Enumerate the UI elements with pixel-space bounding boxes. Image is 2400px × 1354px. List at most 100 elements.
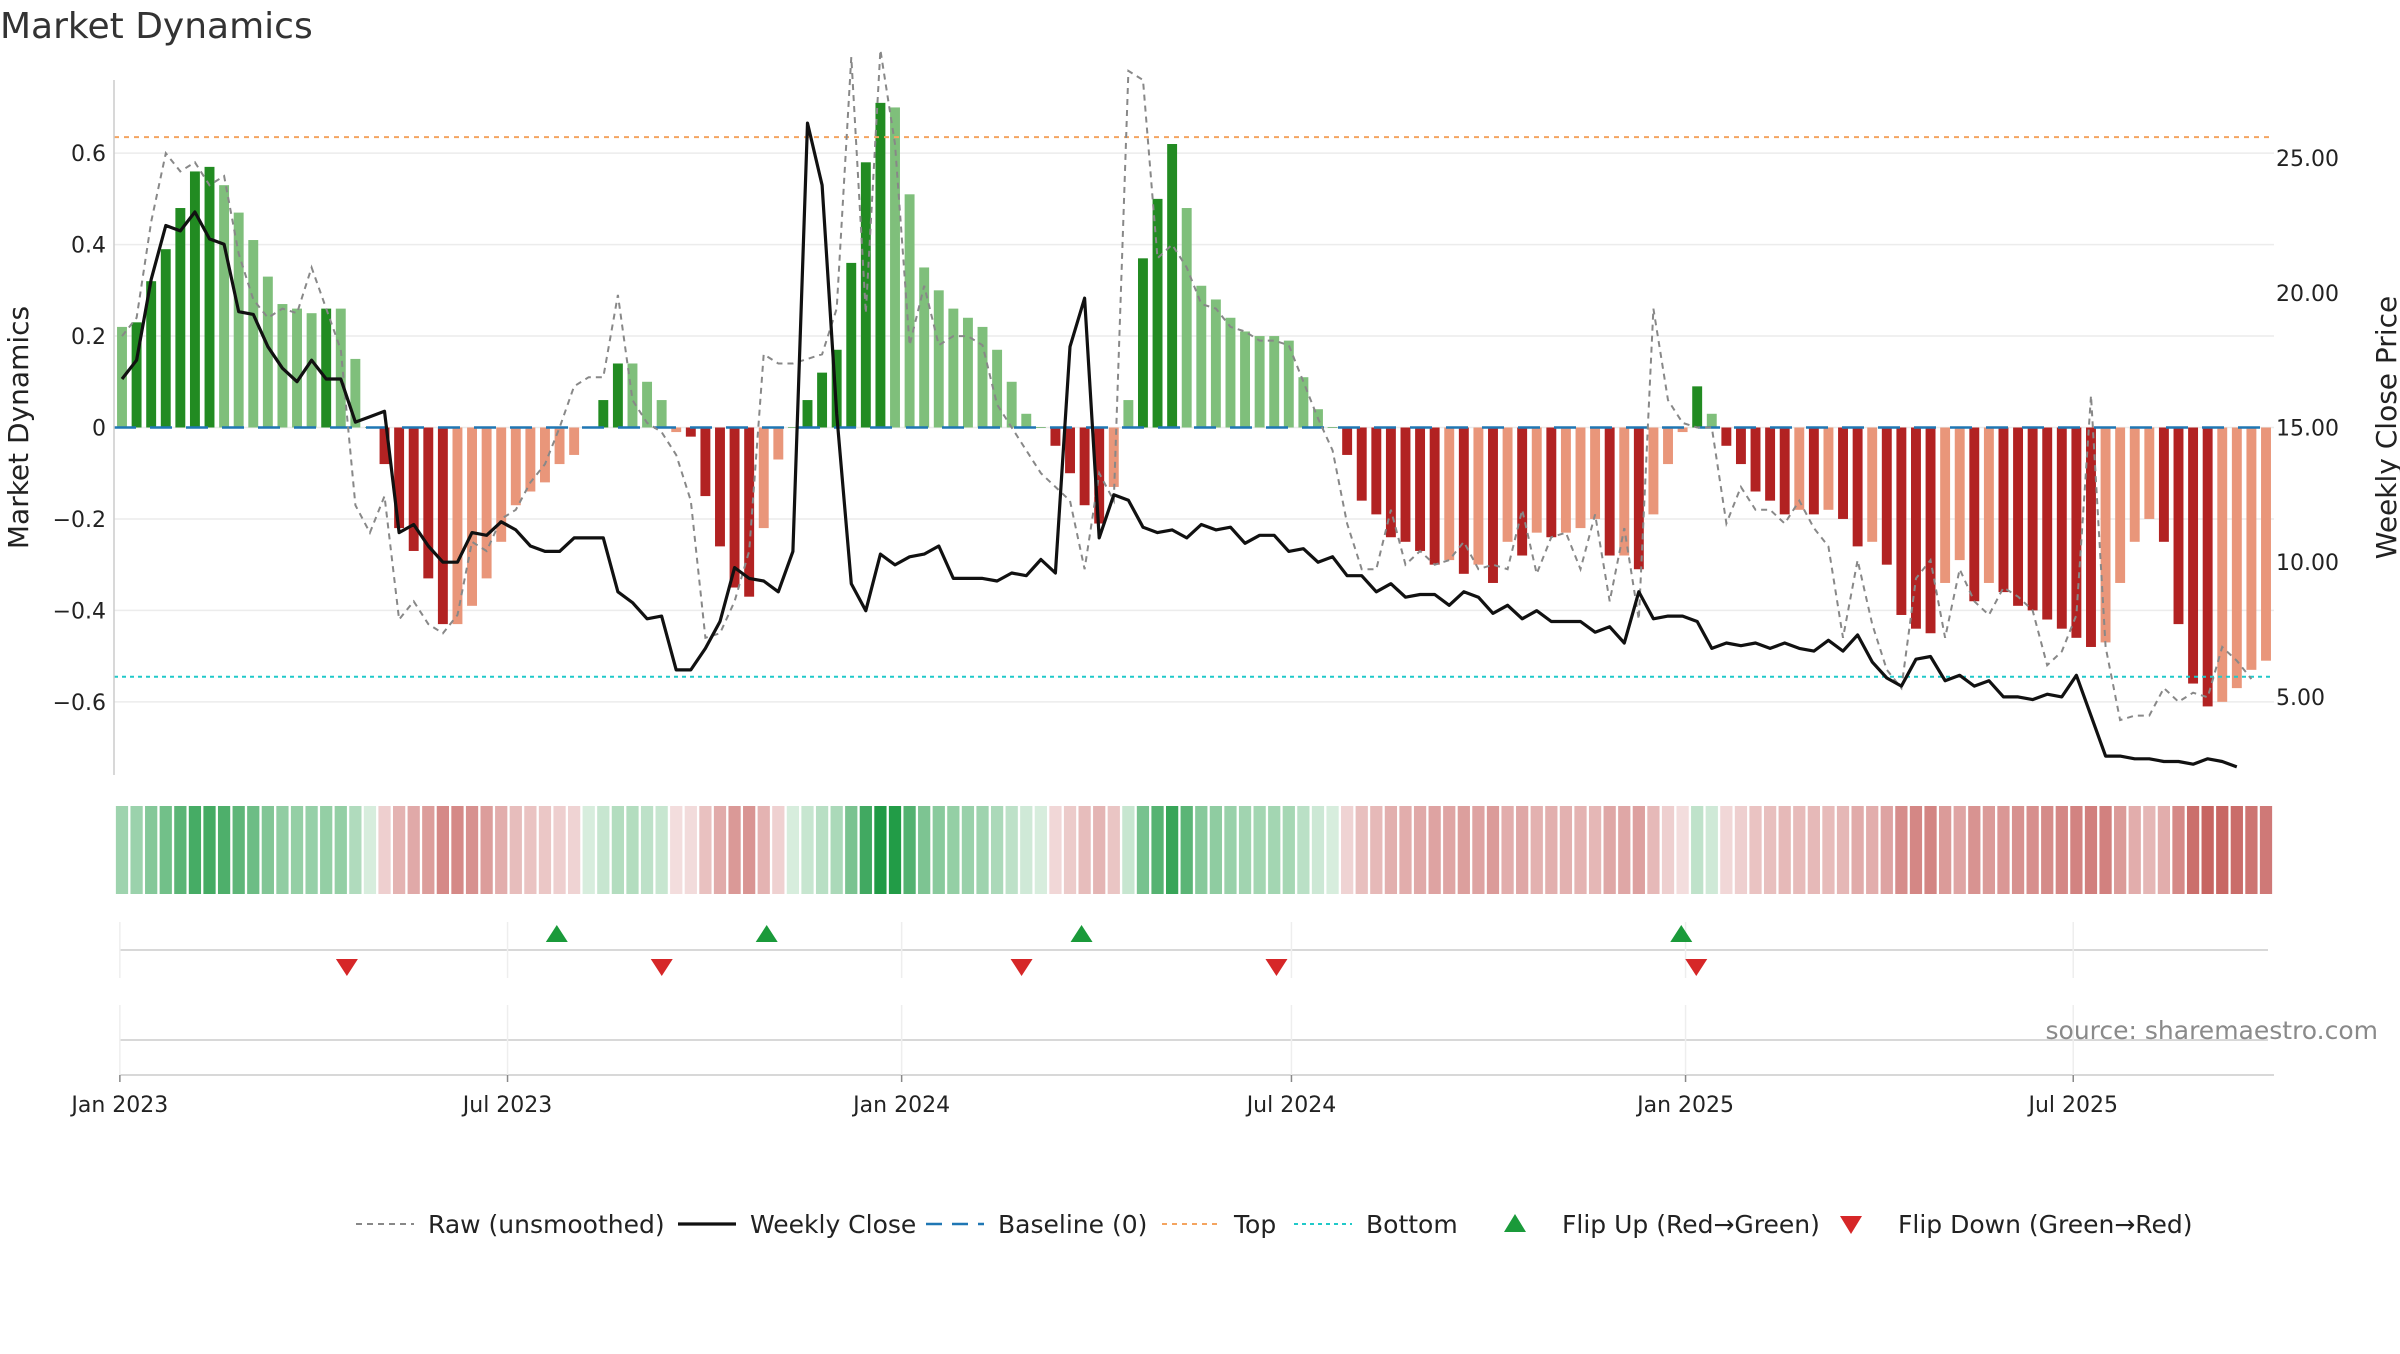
strip-cell [115,806,129,894]
dynamics-bar [1283,340,1294,428]
strip-cell [859,806,872,894]
strip-cell [1049,806,1062,894]
dynamics-bar [1035,427,1046,428]
y-left-tick-label: −0.6 [53,691,106,716]
strip-cell [1078,806,1091,894]
strip-cell [801,806,814,894]
strip-cell [684,806,697,894]
strip-cell [903,806,916,894]
dynamics-bar [1546,427,1557,538]
dynamics-bar [1925,427,1936,634]
strip-cell [407,806,420,894]
strip-cell [1428,806,1441,894]
legend-label: Bottom [1366,1210,1458,1239]
dynamics-bar [1094,427,1105,524]
strip-cell [976,806,989,894]
dynamics-bar [233,212,244,428]
legend-label: Baseline (0) [998,1210,1147,1239]
weekly-close-line [120,121,2238,769]
strip-cell [1734,806,1748,894]
strip-cell [2041,806,2054,894]
dynamics-bar [2158,427,2169,542]
x-tick-label: Jul 2025 [2026,1093,2118,1118]
flip-markers-panel [119,922,2274,1076]
dynamics-bar [1065,427,1075,474]
dynamics-bar [992,349,1003,428]
dynamics-bar [875,102,886,428]
dynamics-bar [262,276,273,428]
strip-cell [1603,806,1616,894]
strip-cell [845,806,858,894]
strip-cell [1224,806,1237,894]
source-label: source: sharemaestro.com [2046,1016,2379,1045]
strip-cell [1953,806,1966,894]
dynamics-bar [2188,427,2199,684]
strip-cell [640,806,654,894]
strip-cell [422,806,435,894]
strip-cell [743,806,756,894]
dynamics-bar [1196,285,1207,428]
strip-cell [538,806,552,894]
strip-cell [728,806,741,894]
strip-cell [1370,806,1383,894]
dynamics-bar [2129,427,2140,542]
dynamics-bar [1254,336,1265,428]
dynamics-bar [2261,427,2271,661]
strip-cell [1939,806,1952,894]
legend-label: Flip Down (Green→Red) [1898,1210,2193,1239]
dynamics-bar [2144,427,2155,519]
triangle-down-icon [1840,1216,1862,1234]
y-right-tick-label: 5.00 [2276,686,2325,711]
legend-item: Flip Down (Green→Red) [1840,1210,2193,1239]
strip-cell [888,806,902,894]
dynamics-bar [292,308,302,428]
strip-cell [1720,806,1733,894]
dynamics-bar [2027,427,2038,611]
dynamics-bar [2173,427,2184,625]
strip-cell [145,806,158,894]
dynamics-bar [321,308,332,428]
dynamics-bar [1721,427,1732,446]
strip-cell [655,806,668,894]
y-right-tick-label: 10.00 [2276,551,2339,576]
strip-cell [1968,806,1981,894]
strip-cell [2172,806,2185,894]
strip-cell [436,806,449,894]
strip-cell [874,806,887,894]
dynamics-bar [1750,427,1761,492]
flip-down-marker [1685,959,1708,976]
strip-cell [334,806,347,894]
strip-cell [1501,806,1514,894]
dynamics-bar [131,322,142,428]
dynamics-bar [2071,427,2082,638]
strip-cell [757,806,770,894]
dynamics-bar [2231,427,2242,689]
dynamics-bar [1852,427,1863,547]
strip-cell [392,806,406,894]
strip-cell [1574,806,1587,894]
strip-cell [1472,806,1485,894]
dynamics-bar [525,427,536,492]
dynamics-bar [379,427,390,465]
dynamics-bar [919,267,930,428]
dynamics-bar [248,240,259,428]
dynamics-bar [1969,427,1980,602]
dynamics-bar [846,262,857,428]
strip-cell [232,806,245,894]
legend-label: Weekly Close [750,1210,916,1239]
strip-cell [699,806,712,894]
strip-cell [1151,806,1164,894]
flip-up-marker [1070,925,1093,942]
strip-cell [1063,806,1077,894]
strip-cell [713,806,727,894]
y-right-tick-label: 15.00 [2276,417,2339,442]
strip-cell [568,806,581,894]
dynamics-bar [715,427,725,547]
strip-cell [349,806,362,894]
strip-cell [203,806,216,894]
dynamics-bar [817,372,828,428]
strip-cell [1399,806,1412,894]
dynamics-bar [962,317,973,428]
